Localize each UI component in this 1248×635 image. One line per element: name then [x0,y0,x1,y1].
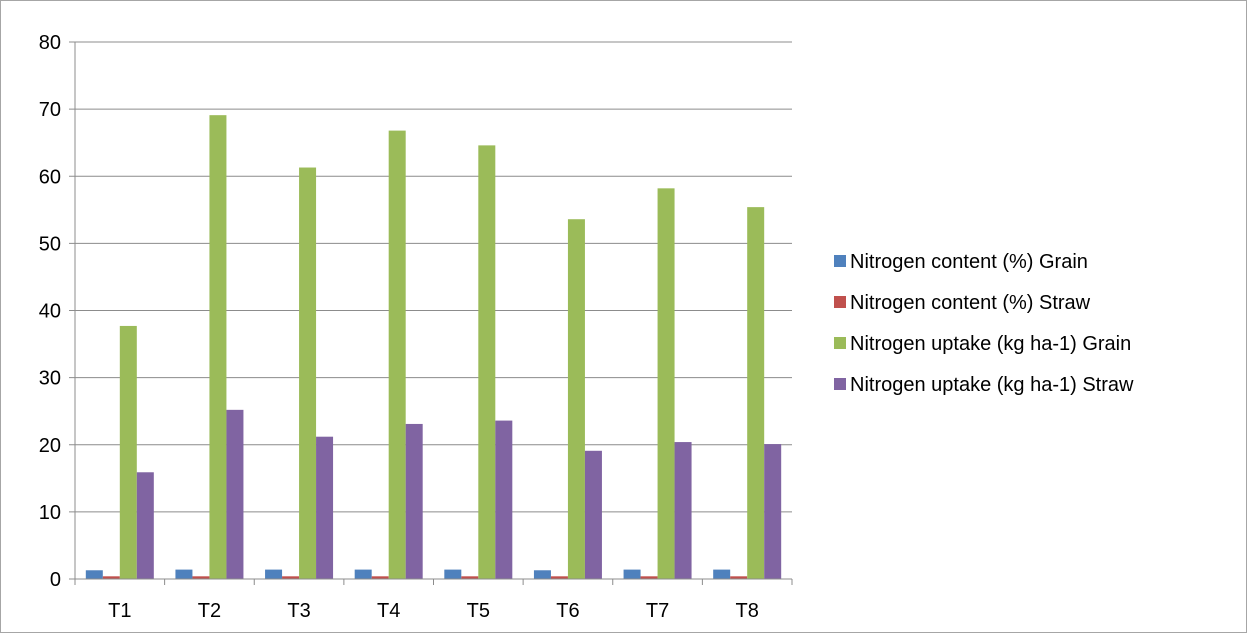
y-tick-label: 70 [39,99,61,121]
bar-2-T8 [730,576,748,579]
bar-4-T8 [764,444,782,579]
bar-3-T8 [747,207,765,579]
legend-label: Nitrogen content (%) Straw [850,292,1091,314]
legend-swatch [834,255,846,267]
legend-swatch [834,296,846,308]
bar-2-T7 [640,576,658,579]
legend-label: Nitrogen content (%) Grain [850,251,1088,273]
y-tick-label: 60 [39,166,61,188]
bar-1-T5 [444,569,462,579]
y-tick-label: 80 [39,32,61,54]
bar-1-T6 [533,570,551,579]
bar-3-T5 [478,145,496,579]
legend-label: Nitrogen uptake (kg ha-1) Grain [850,333,1131,355]
legend-swatch [834,378,846,390]
bar-1-T8 [713,569,731,579]
bar-2-T5 [461,576,479,579]
legend: Nitrogen content (%) Grain Nitrogen conte… [834,251,1134,396]
x-tick-label: T2 [198,600,221,622]
bar-1-T7 [623,569,641,579]
x-tick-label: T6 [556,600,579,622]
x-tick-label: T1 [108,600,131,622]
bar-3-T4 [388,130,406,580]
bar-3-T1 [119,325,137,579]
y-tick-label: 20 [39,435,61,457]
bar-3-T2 [209,115,227,579]
bar-3-T7 [657,188,675,579]
bar-4-T5 [495,420,513,579]
bar-2-T2 [192,576,210,579]
bar-4-T3 [316,436,334,579]
y-tick-label: 0 [50,569,61,591]
axes [74,42,793,585]
y-tick-label: 50 [39,233,61,255]
bar-2-T6 [550,576,568,579]
x-tick-label: T4 [377,600,400,622]
x-tick-label: T3 [287,600,310,622]
x-tick-label: T8 [736,600,759,622]
bar-2-T3 [282,576,300,579]
y-tick-label: 40 [39,301,61,323]
bar-1-T2 [175,569,193,579]
legend-label: Nitrogen uptake (kg ha-1) Straw [850,374,1134,396]
x-tick-label: T7 [646,600,669,622]
bar-1-T1 [85,570,103,579]
bar-4-T2 [226,409,244,579]
y-tick-label: 30 [39,368,61,390]
bar-1-T4 [354,569,372,579]
bar-3-T3 [299,167,317,579]
y-tick-label: 10 [39,502,61,524]
bar-4-T7 [674,442,692,579]
bar-4-T1 [136,472,154,579]
bar-4-T6 [584,450,602,579]
bar-3-T6 [567,219,585,579]
legend-swatch [834,337,846,349]
bar-1-T3 [265,569,283,579]
bar-2-T4 [371,576,389,579]
x-tick-label: T5 [467,600,490,622]
bar-2-T1 [102,576,120,579]
bar-4-T4 [405,423,423,579]
y-tick-labels: 0 10 20 30 40 50 60 70 80 [39,32,61,591]
x-tick-labels: T1 T2 T3 T4 T5 T6 T7 T8 [108,600,759,622]
bars [85,115,782,580]
